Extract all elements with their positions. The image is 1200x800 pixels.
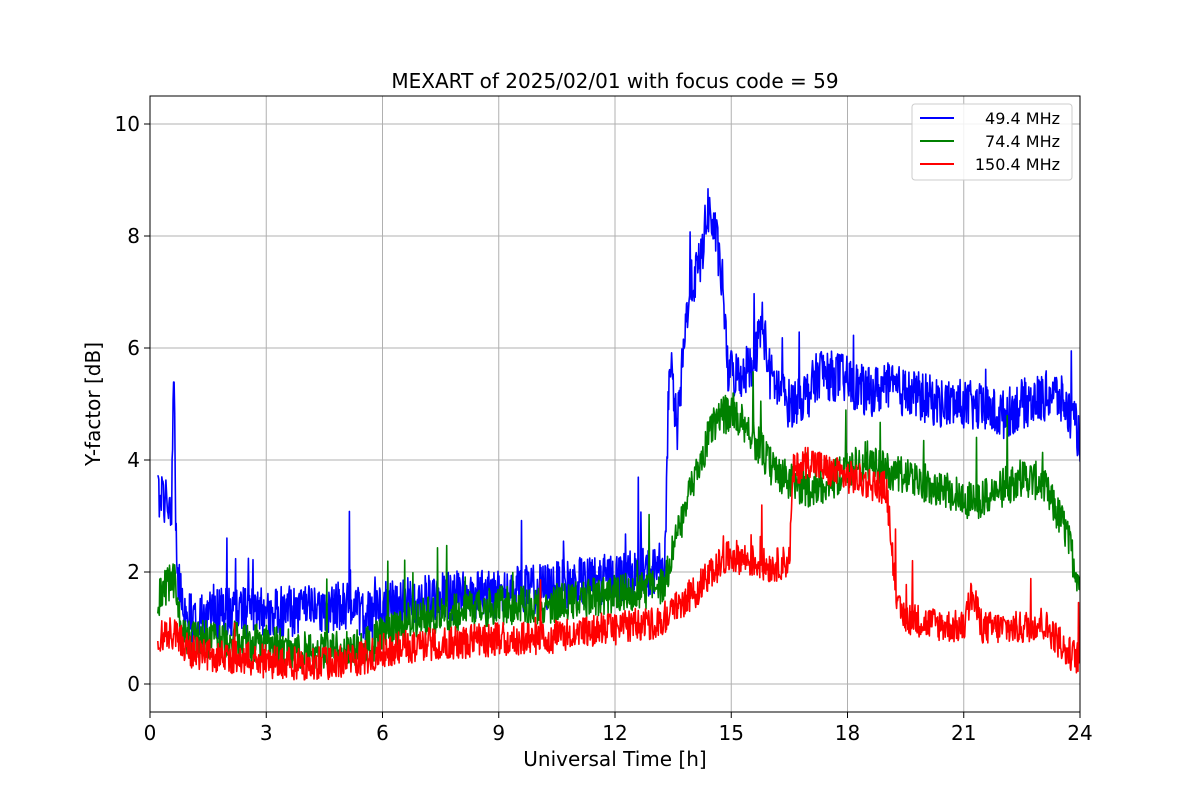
y-tick-label: 0 [127,672,140,696]
legend-label-1: 49.4 MHz [985,109,1060,128]
x-tick-label: 6 [376,721,389,745]
legend-box [911,103,1073,181]
x-tick-label: 12 [602,721,627,745]
legend-label-2: 74.4 MHz [985,132,1060,151]
x-tick-label: 21 [951,721,976,745]
series-line-3 [157,446,1080,681]
y-axis-label: Y-factor [dB] [81,342,105,467]
series-line-1 [157,188,1080,643]
x-tick-label: 3 [260,721,273,745]
x-tick-label: 18 [835,721,860,745]
y-tick-label: 8 [127,224,140,248]
x-tick-label: 9 [492,721,505,745]
legend-label-3: 150.4 MHz [975,155,1060,174]
y-tick-label: 2 [127,560,140,584]
series-line-2 [157,371,1080,670]
y-tick-label: 6 [127,336,140,360]
x-axis-label: Universal Time [h] [523,747,706,771]
x-tick-label: 15 [719,721,744,745]
x-tick-label: 24 [1067,721,1092,745]
x-tick-label: 0 [144,721,157,745]
legend: 49.4 MHz 74.4 MHz 150.4 MHz [911,103,1073,181]
y-tick-label: 10 [115,112,140,136]
series-layer [157,188,1080,681]
chart-title: MEXART of 2025/02/01 with focus code = 5… [391,69,838,93]
y-tick-label: 4 [127,448,140,472]
